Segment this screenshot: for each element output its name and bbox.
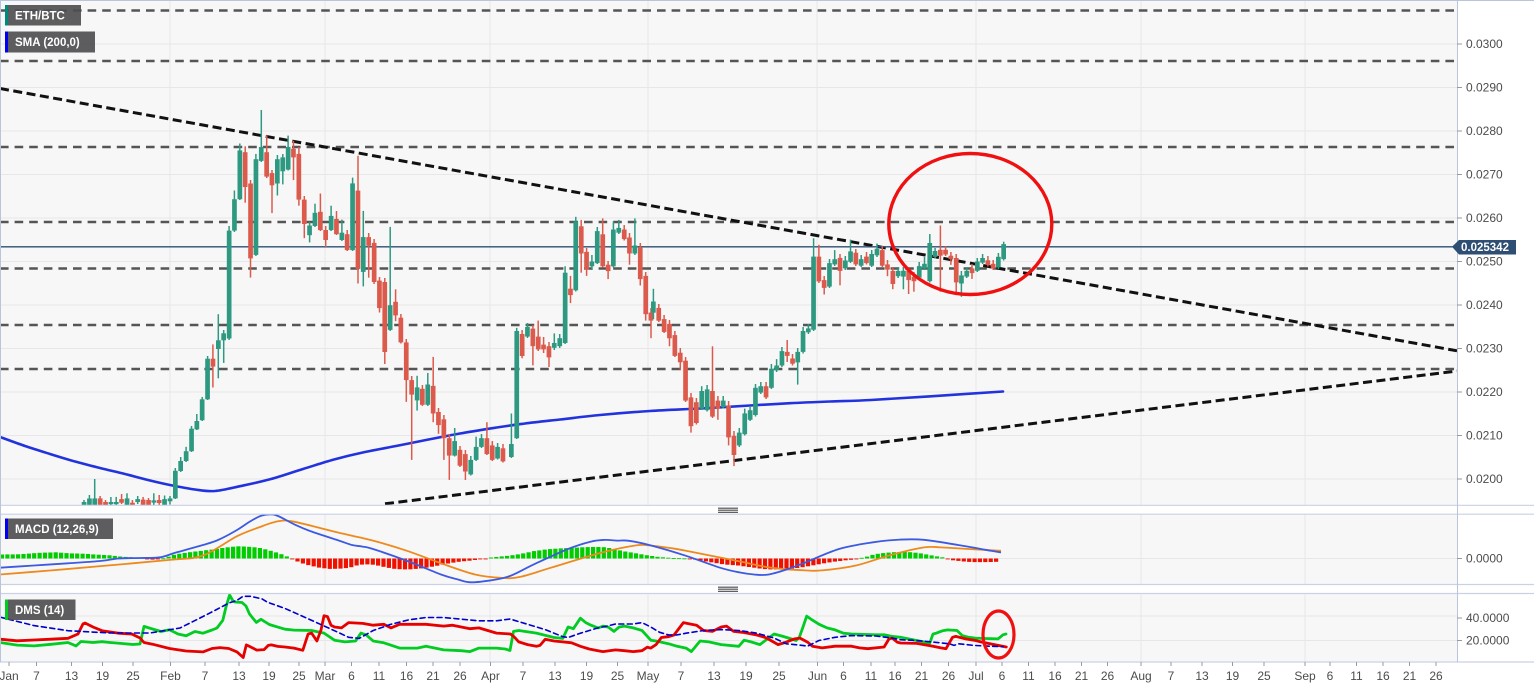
svg-text:13: 13 — [548, 669, 562, 683]
svg-text:11: 11 — [865, 669, 878, 683]
svg-text:25: 25 — [292, 669, 306, 683]
svg-text:0.0220: 0.0220 — [1466, 385, 1503, 399]
svg-text:16: 16 — [888, 669, 902, 683]
svg-text:0.0000: 0.0000 — [1466, 552, 1503, 566]
svg-text:13: 13 — [707, 669, 721, 683]
svg-text:Apr: Apr — [481, 669, 500, 683]
svg-text:19: 19 — [739, 669, 753, 683]
svg-text:7: 7 — [202, 669, 209, 683]
svg-text:21: 21 — [915, 669, 929, 683]
svg-text:16: 16 — [1376, 669, 1390, 683]
svg-text:7: 7 — [33, 669, 40, 683]
svg-text:21: 21 — [426, 669, 440, 683]
svg-text:Aug: Aug — [1130, 669, 1151, 683]
svg-text:21: 21 — [1075, 669, 1089, 683]
svg-text:26: 26 — [942, 669, 956, 683]
svg-text:13: 13 — [1195, 669, 1209, 683]
svg-text:19: 19 — [580, 669, 594, 683]
svg-text:Jun: Jun — [808, 669, 827, 683]
svg-text:0.0200: 0.0200 — [1466, 472, 1503, 486]
svg-text:0.0290: 0.0290 — [1466, 81, 1503, 95]
svg-text:0.0250: 0.0250 — [1466, 255, 1503, 269]
svg-text:19: 19 — [96, 669, 110, 683]
svg-text:40.0000: 40.0000 — [1466, 611, 1510, 625]
svg-text:Mar: Mar — [315, 669, 336, 683]
svg-text:11: 11 — [1022, 669, 1035, 683]
svg-text:11: 11 — [373, 669, 386, 683]
svg-text:26: 26 — [1101, 669, 1115, 683]
svg-text:0.0240: 0.0240 — [1466, 298, 1503, 312]
svg-text:6: 6 — [999, 669, 1006, 683]
svg-text:Feb: Feb — [160, 669, 181, 683]
svg-text:6: 6 — [348, 669, 355, 683]
svg-text:0.025342: 0.025342 — [1461, 242, 1509, 254]
svg-text:Sep: Sep — [1294, 669, 1316, 683]
svg-text:16: 16 — [400, 669, 414, 683]
svg-text:20.0000: 20.0000 — [1466, 634, 1510, 648]
svg-text:MACD (12,26,9): MACD (12,26,9) — [15, 524, 99, 536]
svg-text:25: 25 — [772, 669, 786, 683]
svg-text:13: 13 — [232, 669, 246, 683]
svg-text:0.0280: 0.0280 — [1466, 124, 1503, 138]
svg-text:0.0270: 0.0270 — [1466, 168, 1503, 182]
svg-text:16: 16 — [1048, 669, 1062, 683]
svg-text:6: 6 — [1327, 669, 1334, 683]
svg-text:25: 25 — [611, 669, 625, 683]
svg-text:26: 26 — [1429, 669, 1443, 683]
svg-text:May: May — [637, 669, 660, 683]
svg-text:11: 11 — [1350, 669, 1363, 683]
svg-text:0.0300: 0.0300 — [1466, 37, 1503, 51]
svg-text:13: 13 — [65, 669, 79, 683]
svg-text:25: 25 — [126, 669, 140, 683]
svg-text:7: 7 — [678, 669, 685, 683]
svg-text:19: 19 — [1226, 669, 1240, 683]
svg-text:19: 19 — [262, 669, 276, 683]
svg-text:7: 7 — [520, 669, 527, 683]
svg-text:Jul: Jul — [968, 669, 983, 683]
svg-text:DMS (14): DMS (14) — [15, 605, 64, 617]
svg-text:0.0210: 0.0210 — [1466, 429, 1503, 443]
svg-text:21: 21 — [1403, 669, 1417, 683]
svg-text:0.0260: 0.0260 — [1466, 211, 1503, 225]
svg-text:SMA (200,0): SMA (200,0) — [15, 37, 80, 49]
svg-text:25: 25 — [1257, 669, 1271, 683]
svg-text:6: 6 — [840, 669, 847, 683]
svg-text:Jan: Jan — [0, 669, 19, 683]
svg-text:0.0230: 0.0230 — [1466, 342, 1503, 356]
svg-text:26: 26 — [453, 669, 467, 683]
svg-text:7: 7 — [1168, 669, 1175, 683]
svg-text:ETH/BTC: ETH/BTC — [15, 10, 65, 22]
